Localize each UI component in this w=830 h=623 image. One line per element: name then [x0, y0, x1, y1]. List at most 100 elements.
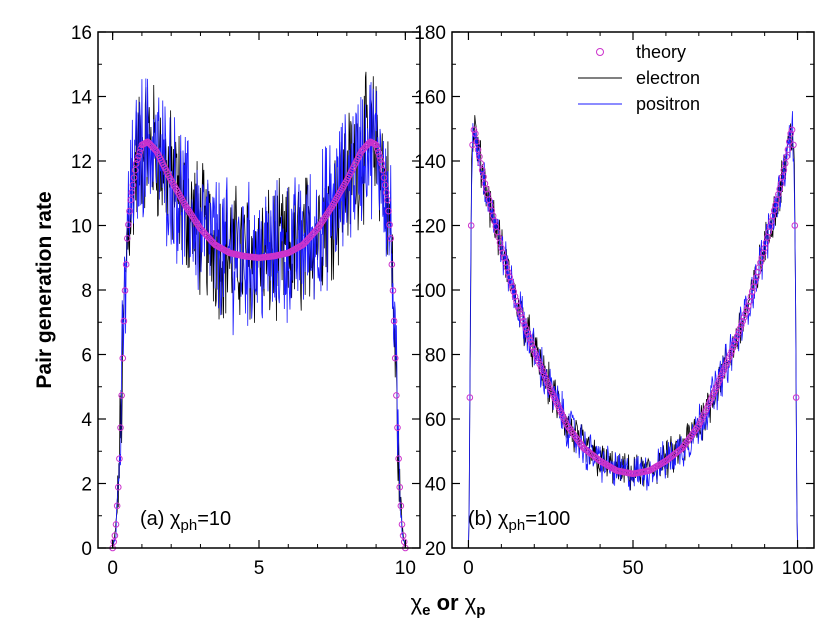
- theory-point: [732, 336, 740, 344]
- theory-point: [111, 532, 119, 539]
- y-tick-label: 140: [414, 152, 446, 173]
- theory-point: [121, 287, 129, 294]
- x-tick-label: 5: [254, 558, 265, 579]
- theory-point: [126, 207, 133, 215]
- theory-point: [743, 306, 751, 314]
- theory-point: [515, 306, 523, 314]
- theory-point: [522, 325, 530, 333]
- legend-theory-label: theory: [636, 42, 686, 62]
- theory-point: [116, 455, 123, 462]
- theory-point: [694, 424, 701, 431]
- x-axis-label: χe or χp: [411, 590, 486, 619]
- y-tick-label: 14: [71, 88, 93, 109]
- theory-point: [136, 149, 143, 156]
- theory-point: [400, 538, 408, 546]
- theory-point: [478, 166, 486, 174]
- theory-point: [731, 340, 738, 348]
- y-tick-label: 80: [425, 346, 446, 367]
- theory-point: [742, 310, 749, 317]
- theory-point: [536, 360, 544, 368]
- theory-point: [526, 336, 534, 344]
- panel-a-anno-prefix: (a): [140, 508, 170, 530]
- theory-point: [711, 386, 719, 394]
- theory-point: [780, 166, 788, 174]
- panel-a-ticks: 0 5 10 0 2 4 6 8 10 12 14 16: [71, 23, 420, 579]
- theory-point: [135, 152, 142, 160]
- x-label-chi-p: χ: [465, 590, 477, 615]
- theory-point: [714, 380, 722, 387]
- theory-point: [777, 180, 785, 187]
- theory-point: [529, 344, 537, 351]
- theory-point: [786, 138, 793, 145]
- y-tick-label: 10: [71, 217, 92, 238]
- panel-a-anno-chi: χ: [170, 508, 181, 530]
- theory-point: [390, 317, 398, 325]
- panel-b-ticks: 0 50 100 20 40 60 80 100 120 140 160 180: [414, 23, 814, 579]
- theory-point: [114, 483, 122, 491]
- theory-point: [466, 394, 474, 401]
- panel-b-anno-chi: χ: [498, 508, 509, 530]
- theory-point: [378, 160, 386, 167]
- theory-point: [739, 317, 747, 325]
- theory-point: [388, 261, 396, 268]
- theory-point: [379, 166, 387, 174]
- theory-point: [514, 302, 522, 310]
- theory-point: [477, 160, 485, 167]
- legend-positron-label: positron: [636, 94, 700, 114]
- theory-point: [112, 521, 120, 528]
- theory-point: [791, 222, 799, 229]
- y-tick-label: 0: [81, 539, 92, 560]
- y-tick-label: 160: [414, 88, 446, 109]
- theory-point: [396, 483, 404, 491]
- series-electron-line: [468, 115, 798, 549]
- panel-a-data: [109, 71, 409, 552]
- y-tick-label: 20: [425, 539, 446, 560]
- theory-point: [532, 351, 539, 358]
- panel-b-anno-prefix: (b): [468, 508, 498, 530]
- theory-point: [546, 383, 553, 391]
- theory-point: [393, 392, 400, 399]
- theory-point: [727, 351, 734, 358]
- theory-point: [110, 538, 118, 546]
- theory-point: [539, 367, 546, 374]
- y-tick-label: 40: [425, 475, 446, 496]
- theory-point: [130, 174, 138, 181]
- theory-point: [472, 130, 479, 137]
- theory-point: [779, 173, 786, 181]
- y-tick-label: 120: [414, 217, 446, 238]
- x-label-chi-e: χ: [411, 590, 423, 615]
- theory-point: [729, 344, 737, 351]
- panel-b-anno-sub: ph: [509, 517, 526, 534]
- legend: theory electron positron: [578, 42, 700, 114]
- theory-point: [517, 310, 524, 317]
- theory-point: [784, 146, 792, 154]
- theory-point: [382, 189, 390, 196]
- theory-point: [518, 314, 526, 321]
- panel-b-annotation: (b) χph=100: [468, 508, 570, 534]
- theory-point: [735, 329, 742, 336]
- x-tick-label: 100: [782, 558, 814, 579]
- theory-point: [122, 261, 130, 268]
- panel-b-data: [466, 111, 800, 549]
- theory-point: [391, 354, 399, 362]
- theory-point: [736, 325, 744, 333]
- theory-point: [738, 321, 745, 329]
- theory-point: [467, 222, 475, 229]
- theory-point: [524, 329, 531, 336]
- theory-point: [372, 141, 380, 149]
- theory-point: [792, 394, 800, 401]
- y-tick-label: 100: [414, 281, 446, 302]
- theory-point: [395, 455, 402, 462]
- theory-point: [783, 153, 790, 160]
- theory-point: [389, 287, 397, 294]
- theory-point: [543, 377, 550, 384]
- theory-point: [788, 126, 796, 134]
- theory-point: [713, 383, 720, 391]
- theory-point: [384, 196, 391, 204]
- theory-point: [376, 152, 383, 160]
- theory-point: [537, 364, 545, 371]
- x-label-or: or: [430, 590, 464, 615]
- theory-point: [123, 235, 131, 242]
- x-tick-label: 50: [622, 558, 643, 579]
